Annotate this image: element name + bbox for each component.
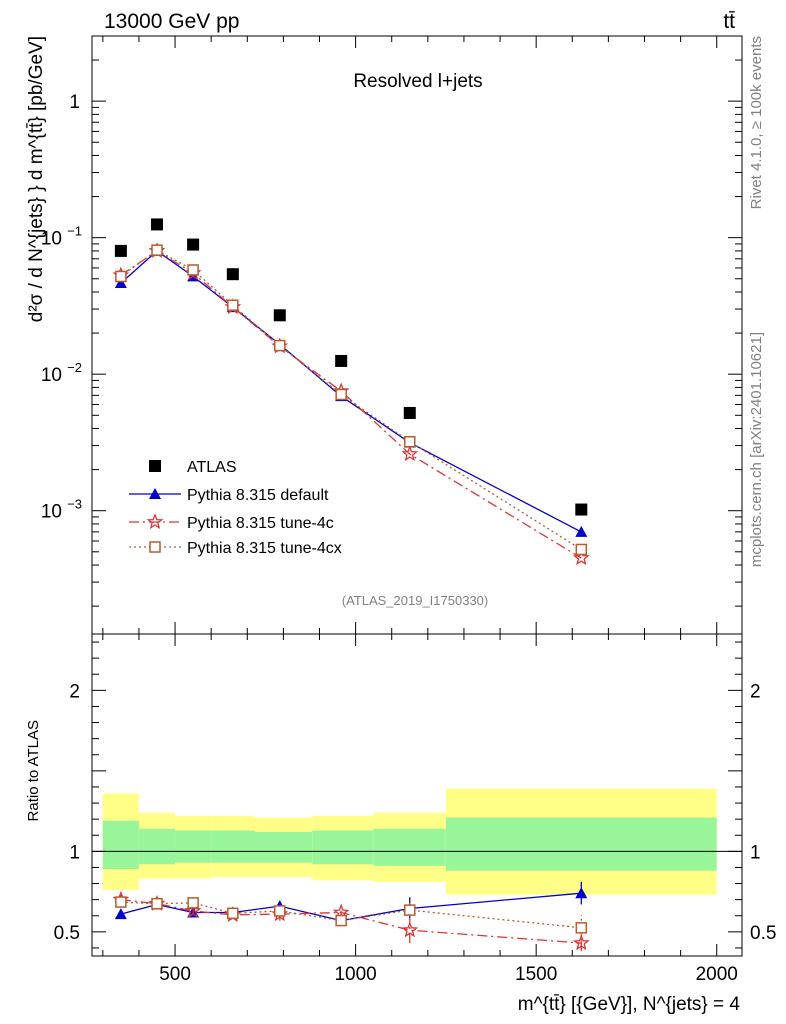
band-inner <box>373 828 446 866</box>
ratio-point <box>572 934 590 951</box>
y-tick-label: 10 <box>41 502 62 523</box>
band-inner <box>312 830 374 865</box>
ratio-point <box>401 921 419 938</box>
rivet-label: Rivet 4.1.0, ≥ 100k events <box>748 36 765 209</box>
chart-title: Resolved l+jets <box>353 71 482 92</box>
band-inner <box>138 828 176 865</box>
data-point <box>575 503 588 516</box>
legend-marker <box>149 488 161 499</box>
y-tick-label: 1 <box>69 92 80 113</box>
legend-label: Pythia 8.315 default <box>187 487 329 504</box>
x-tick-label: 1500 <box>515 964 557 985</box>
data-point <box>403 406 416 419</box>
ratio-tick-label-right: 1 <box>750 842 761 863</box>
ratio-tick-label-right: 2 <box>750 681 761 702</box>
ratio-point <box>575 887 588 899</box>
ratio-point <box>187 897 199 909</box>
ratio-line <box>120 898 582 944</box>
series-point <box>572 549 590 566</box>
series-point <box>227 299 239 311</box>
series-point <box>151 244 163 256</box>
header-right: tt̄ <box>723 10 735 33</box>
ratio-point <box>114 908 127 920</box>
y-tick-exponent: −3 <box>67 497 82 512</box>
ratio-tick-label-right: 0.5 <box>750 923 776 944</box>
ratio-point <box>184 902 202 919</box>
band-inner <box>445 817 717 871</box>
x-tick-label: 1000 <box>334 964 376 985</box>
legend-marker <box>149 541 161 553</box>
ratio-tick-label: 0.5 <box>54 923 80 944</box>
ratio-point <box>274 905 286 917</box>
ratio-point <box>335 914 347 927</box>
y-tick-label: 10 <box>41 229 62 250</box>
series-point <box>187 264 199 276</box>
mcplots-label: mcplots.cern.ch [arXiv:2401.10621] <box>748 332 765 567</box>
ratio-y-axis-label: Ratio to ATLAS <box>25 720 42 821</box>
data-point <box>151 218 163 231</box>
ratio-point <box>575 922 588 934</box>
series-line <box>120 250 582 559</box>
data-point <box>114 244 127 257</box>
y-tick-exponent: −2 <box>67 360 82 375</box>
data-point <box>226 268 239 281</box>
ratio-point <box>115 896 127 908</box>
ratio-tick-label: 1 <box>69 842 80 863</box>
x-tick-label: 2000 <box>696 964 738 985</box>
series-point <box>575 543 588 556</box>
ratio-point <box>404 904 416 916</box>
series-point <box>115 270 127 283</box>
ratio-line <box>120 901 582 929</box>
legend-label: ATLAS <box>187 459 237 476</box>
data-point <box>273 309 286 322</box>
ratio-point <box>151 897 163 910</box>
series-point <box>401 445 419 462</box>
y-tick-exponent: −1 <box>67 224 82 239</box>
series-point <box>575 525 588 537</box>
ratio-point <box>227 907 239 920</box>
data-point <box>187 238 200 251</box>
series-point <box>404 435 416 448</box>
series-point <box>274 339 286 352</box>
band-inner <box>211 830 255 863</box>
series-line <box>120 249 582 551</box>
series-point <box>114 277 127 289</box>
legend-label: Pythia 8.315 tune-4c <box>187 515 334 532</box>
band-inner <box>102 820 139 870</box>
ratio-frame <box>91 633 743 957</box>
legend-label: Pythia 8.315 tune-4cx <box>187 540 342 557</box>
x-tick-label: 500 <box>159 964 191 985</box>
y-axis-label: d²σ / d N^{jets} } d m^{tt̄} [pb/GeV] <box>26 36 47 322</box>
x-axis-label: m^{tt̄} [{GeV}], N^{jets} = 4 <box>518 994 741 1015</box>
watermark: (ATLAS_2019_I1750330) <box>342 593 488 608</box>
data-point <box>335 354 348 367</box>
legend-marker <box>146 513 164 530</box>
band-inner <box>175 830 212 863</box>
header-left: 13000 GeV pp <box>104 10 239 33</box>
ratio-tick-label: 2 <box>69 681 80 702</box>
plot-area: 500 1000 1500 2000 10 −3 10 −2 10 −1 1 0.5 0.5 1 1 2 2 AT… <box>41 35 776 985</box>
series-point <box>335 388 347 401</box>
y-tick-label: 10 <box>41 365 62 386</box>
ratio-line <box>120 892 582 922</box>
legend-marker <box>149 460 161 472</box>
band-inner <box>254 832 313 863</box>
